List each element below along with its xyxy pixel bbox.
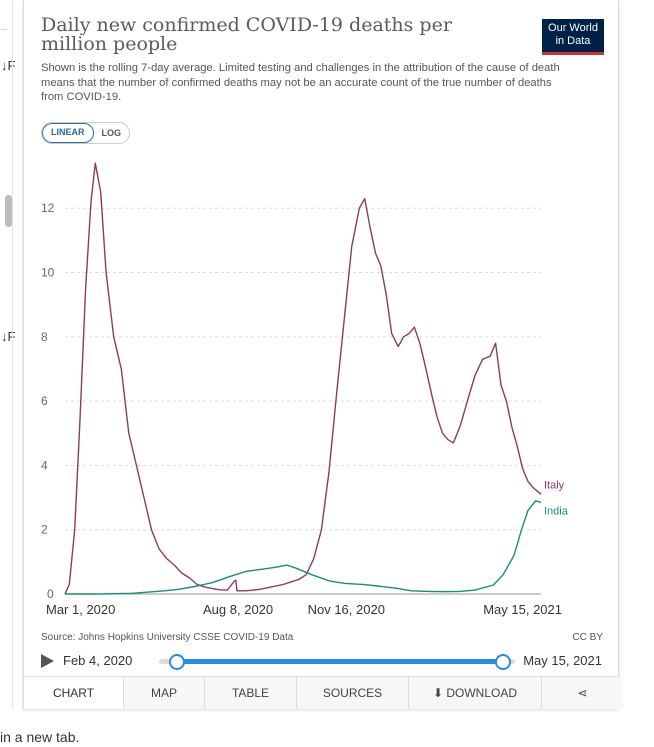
timeline-start-handle[interactable] xyxy=(169,654,185,670)
y-tick-label: 6 xyxy=(41,394,48,408)
timeline-track[interactable] xyxy=(159,654,515,670)
sort-icon[interactable]: ↓F xyxy=(1,58,16,73)
series-label-italy: Italy xyxy=(544,479,565,491)
x-tick-label: May 15, 2021 xyxy=(483,602,562,617)
timeline-end-handle[interactable] xyxy=(495,654,511,670)
license-link[interactable]: CC BY xyxy=(572,632,603,643)
line-chart: 0 2 4 6 8 10 12 Mar 1, 2020 Aug 8, 2020 Nov 16, 2… xyxy=(41,162,569,617)
x-tick-label: Mar 1, 2020 xyxy=(46,602,115,617)
y-tick-label: 0 xyxy=(47,587,54,601)
x-tick-label: Nov 16, 2020 xyxy=(308,602,385,617)
share-button[interactable]: ⋖ xyxy=(542,677,623,709)
logo-line1: Our World xyxy=(548,22,598,34)
series-line-india xyxy=(65,500,542,595)
left-panel-edge: ... ↓F ↓F xyxy=(0,0,22,708)
timeline[interactable]: Feb 4, 2020 May 15, 2021 xyxy=(41,650,606,672)
timeline-range-fill xyxy=(175,659,503,664)
series-line-italy xyxy=(64,162,542,595)
page-text-fragment: in a new tab. xyxy=(0,729,80,745)
owid-logo[interactable]: Our World in Data xyxy=(542,19,604,55)
timeline-start-label: Feb 4, 2020 xyxy=(63,653,133,668)
source-note[interactable]: Source: Johns Hopkins University CSSE CO… xyxy=(41,632,294,643)
sort-icon[interactable]: ↓F xyxy=(1,329,16,344)
tab-download[interactable]: ⬇ DOWNLOAD xyxy=(409,677,542,709)
divider xyxy=(12,0,13,708)
series-label-india: India xyxy=(544,505,569,517)
x-tick-label: Aug 8, 2020 xyxy=(203,602,273,617)
download-icon: ⬇ xyxy=(432,686,447,700)
y-tick-label: 10 xyxy=(41,266,55,280)
tab-bar: CHART MAP TABLE SOURCES ⬇ DOWNLOAD ⋖ xyxy=(24,676,623,709)
scale-toggle[interactable]: LINEAR LOG xyxy=(41,122,130,144)
linear-scale-button[interactable]: LINEAR xyxy=(42,123,94,143)
chart-title: Daily new confirmed COVID-19 deaths per … xyxy=(41,14,452,55)
y-tick-label: 2 xyxy=(41,523,48,537)
chart-subtitle: Shown is the rolling 7-day average. Limi… xyxy=(41,62,560,103)
y-tick-label: 12 xyxy=(41,201,55,215)
y-tick-label: 4 xyxy=(41,458,48,472)
y-tick-label: 8 xyxy=(41,330,48,344)
play-icon[interactable] xyxy=(41,654,54,668)
share-icon: ⋖ xyxy=(577,686,588,700)
chart-card: Daily new confirmed COVID-19 deaths per … xyxy=(23,0,623,709)
overflow-dots: ... xyxy=(0,22,8,32)
log-scale-button[interactable]: LOG xyxy=(101,128,122,138)
scrollbar-thumb[interactable] xyxy=(5,195,12,227)
tab-table[interactable]: TABLE xyxy=(205,677,297,709)
timeline-end-label: May 15, 2021 xyxy=(523,653,602,668)
tab-sources[interactable]: SOURCES xyxy=(297,677,409,709)
tab-download-label: DOWNLOAD xyxy=(446,686,518,700)
logo-line2: in Data xyxy=(555,34,591,47)
tab-chart[interactable]: CHART xyxy=(24,677,124,709)
tab-map[interactable]: MAP xyxy=(124,677,205,709)
